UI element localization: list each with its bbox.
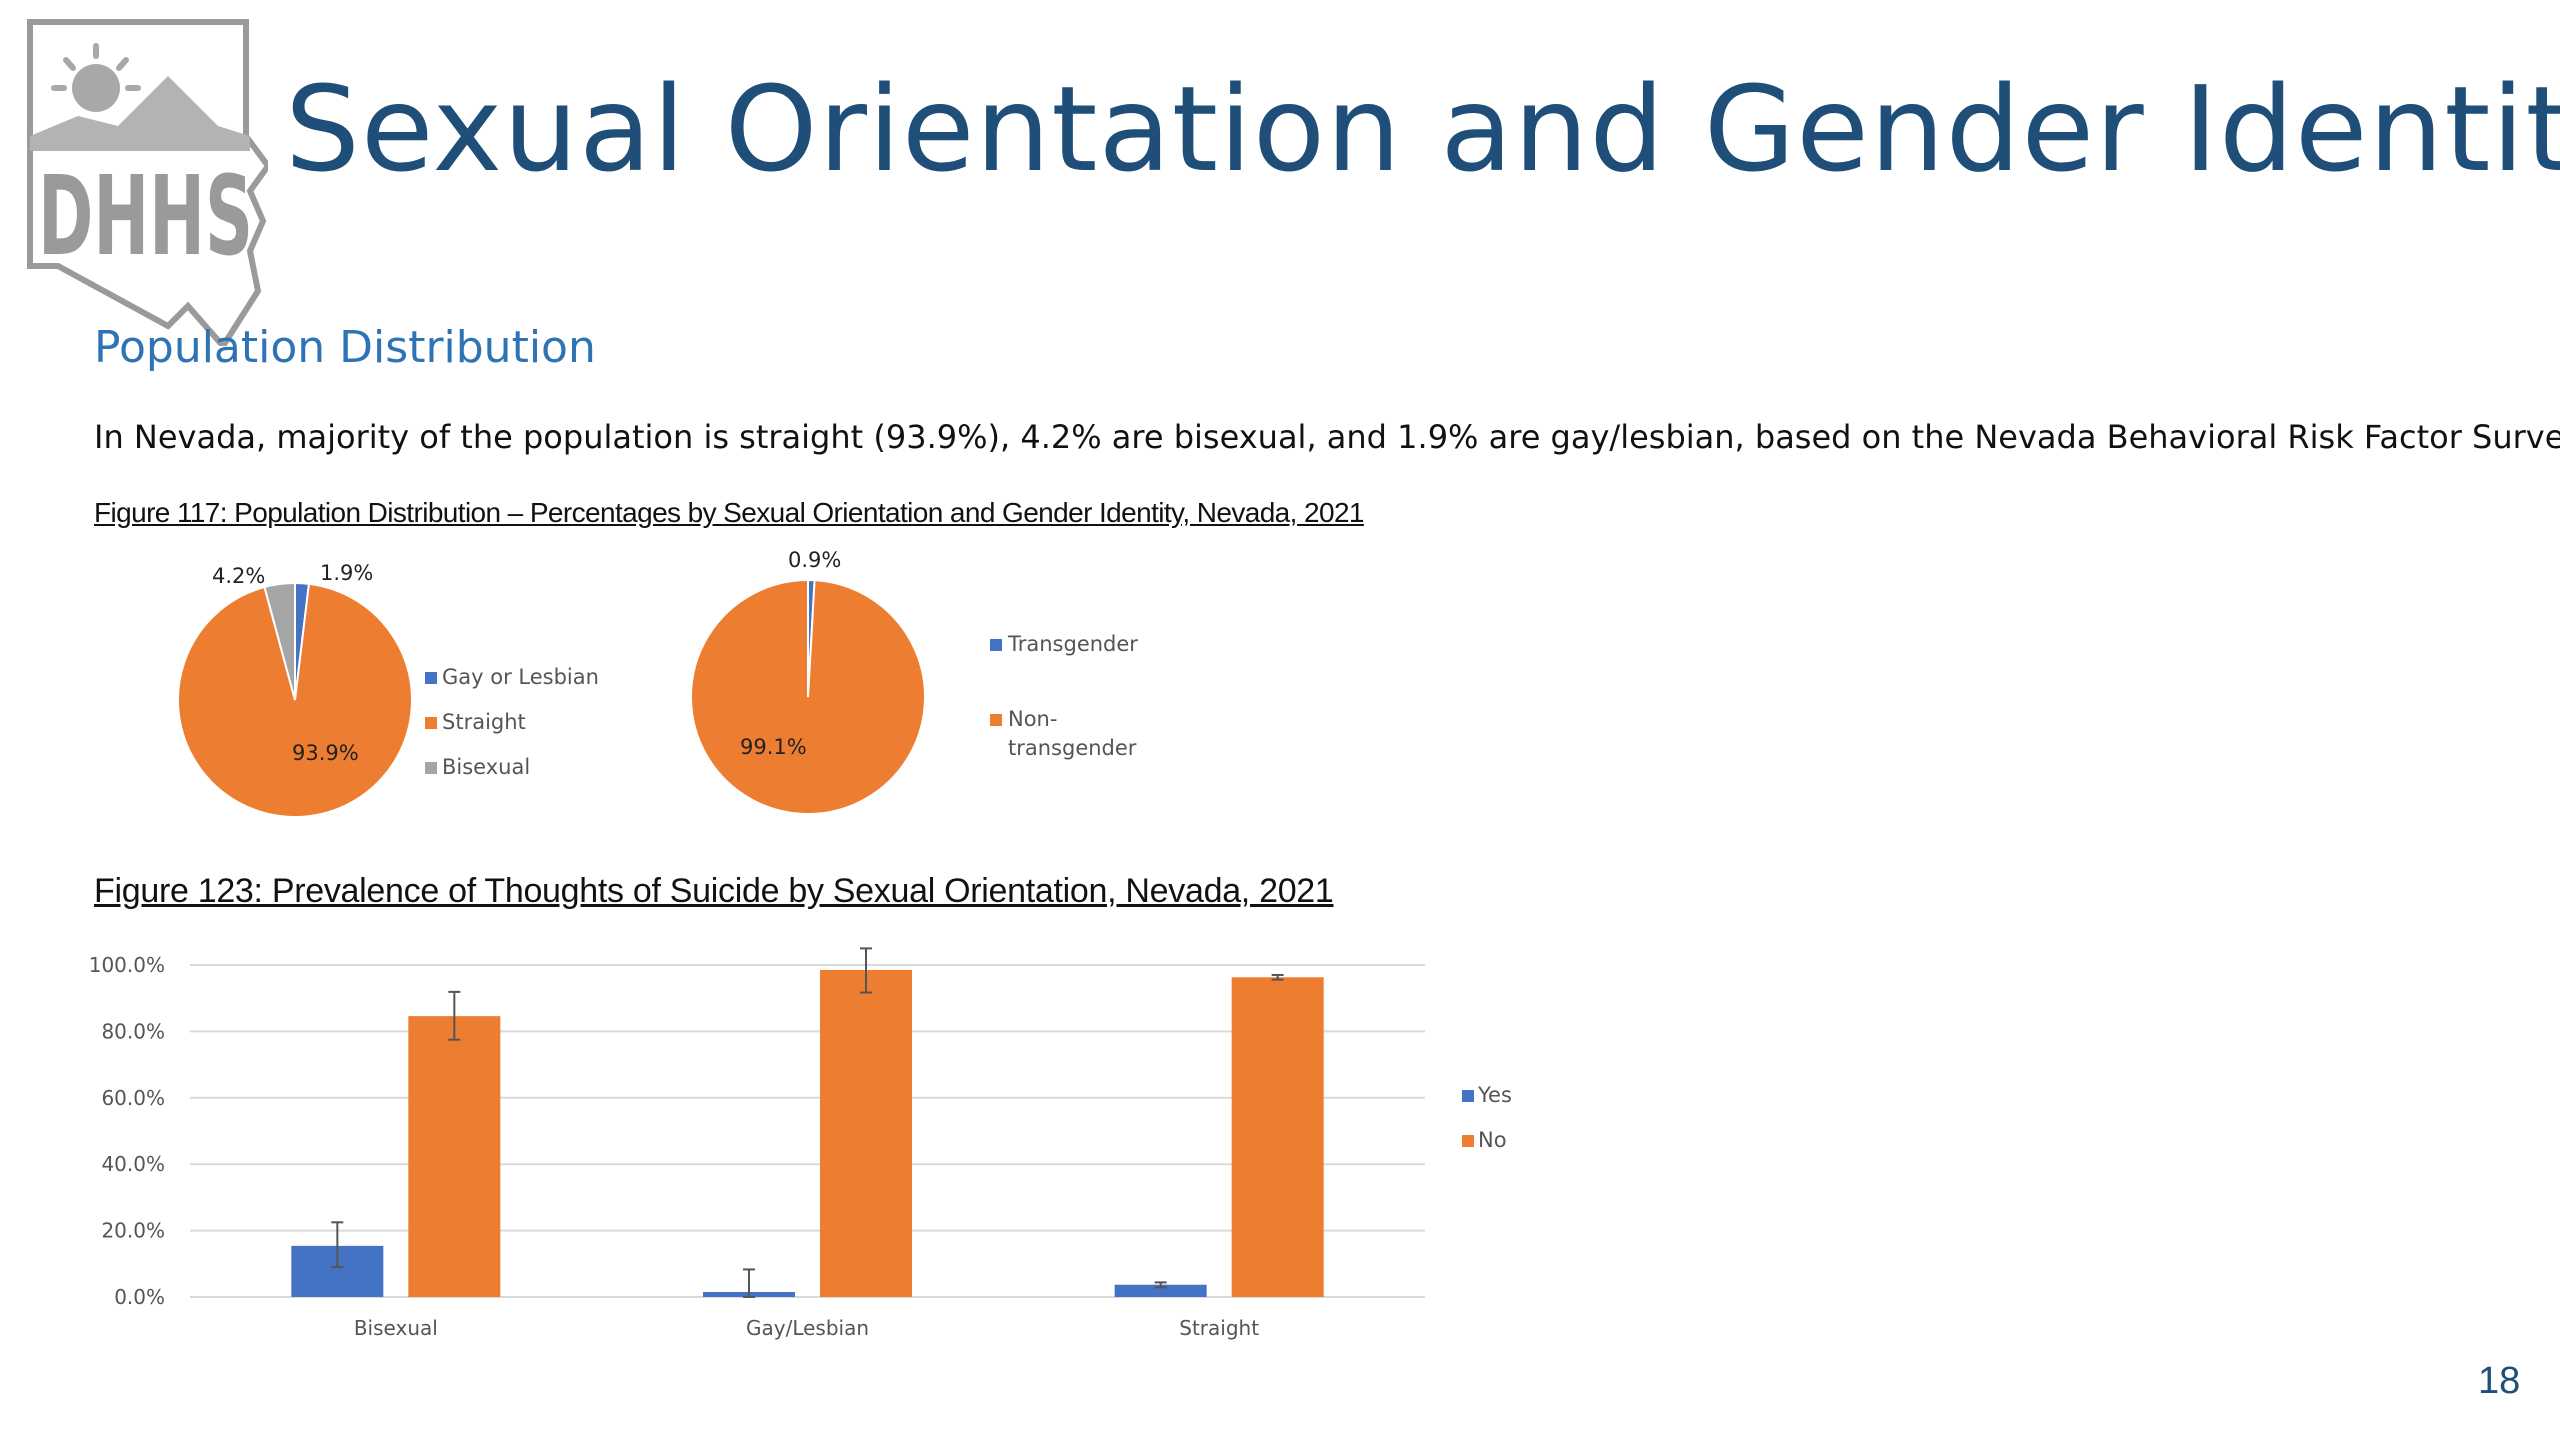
pie1-legend-swatch-gay-lesbian — [425, 672, 437, 684]
y-tick-label: 40.0% — [101, 1152, 165, 1176]
pie1-legend-gay-lesbian: Gay or Lesbian — [442, 665, 599, 689]
pie1-label-bisexual: 4.2% — [212, 564, 265, 588]
pie1-legend-swatch-bisexual — [425, 762, 437, 774]
bar-legend-no: No — [1478, 1128, 1507, 1152]
pie2-slice-non-transgender — [690, 578, 926, 815]
dhhs-logo: DHHS — [27, 19, 268, 346]
logo-text: DHHS — [38, 152, 253, 280]
bar-straight-yes — [1114, 1284, 1207, 1297]
pie2-legend-swatch-non-transgender — [990, 714, 1002, 726]
pie2-legend-swatch-transgender — [990, 639, 1002, 651]
pie1-label-gay-lesbian: 1.9% — [320, 561, 373, 585]
pie1-legend-bisexual: Bisexual — [442, 755, 530, 779]
bar-chart-suicide-thoughts: 0.0% 20.0% 40.0% 60.0% 80.0% 100.0% Bisexual G… — [89, 947, 1512, 1340]
bar-marks — [291, 947, 1324, 1298]
bar-legend-swatch-yes — [1462, 1090, 1474, 1102]
figure-123-caption: Figure 123: Prevalence of Thoughts of Su… — [94, 872, 1334, 910]
x-tick-label-gay-lesbian: Gay/Lesbian — [746, 1316, 869, 1340]
bar-x-tick-labels: Bisexual Gay/Lesbian Straight — [354, 1316, 1259, 1340]
y-tick-label: 0.0% — [114, 1285, 165, 1309]
bar-y-tick-labels: 0.0% 20.0% 40.0% 60.0% 80.0% 100.0% — [89, 953, 165, 1309]
pie-chart-gender-identity: 0.9% 99.1% Transgender Non- transgender — [690, 548, 1138, 815]
section-subtitle: Population Distribution — [94, 322, 596, 373]
bar-gay-lesbian-no — [820, 969, 912, 1297]
y-tick-label: 20.0% — [101, 1219, 165, 1243]
pie2-legend-non-transgender: Non- transgender — [1008, 707, 1137, 760]
x-tick-label-bisexual: Bisexual — [354, 1316, 438, 1340]
figure-117-caption: Figure 117: Population Distribution – Pe… — [94, 497, 1365, 528]
y-tick-label: 100.0% — [89, 953, 165, 977]
intro-paragraph: In Nevada, majority of the population is… — [94, 418, 2560, 456]
pie2-label-transgender: 0.9% — [788, 548, 841, 572]
pie-chart-sexual-orientation: 1.9% 93.9% 4.2% Gay or Lesbian Straight … — [177, 561, 599, 818]
pie1-legend-straight: Straight — [442, 710, 526, 734]
x-tick-label-straight: Straight — [1179, 1316, 1259, 1340]
pie1-slice-bisexual — [263, 581, 296, 701]
bar-legend-yes: Yes — [1477, 1083, 1512, 1107]
pie1-slices — [177, 581, 413, 818]
pie1-label-straight: 93.9% — [292, 741, 359, 765]
y-tick-label: 60.0% — [101, 1086, 165, 1110]
pie2-legend-transgender: Transgender — [1007, 632, 1138, 656]
pie2-label-non-transgender: 99.1% — [740, 735, 807, 759]
bar-gridlines — [190, 964, 1425, 1298]
page-number: 18 — [2478, 1360, 2521, 1402]
page-title: Sexual Orientation and Gender Identity — [285, 60, 2560, 198]
y-tick-label: 80.0% — [101, 1019, 165, 1043]
pie1-slice-straight — [177, 582, 413, 818]
bar-straight-no — [1231, 977, 1324, 1297]
pie2-slices — [690, 578, 926, 815]
pie1-legend-swatch-straight — [425, 717, 437, 729]
bar-bisexual-no — [408, 1016, 501, 1297]
bar-legend-swatch-no — [1462, 1135, 1474, 1147]
